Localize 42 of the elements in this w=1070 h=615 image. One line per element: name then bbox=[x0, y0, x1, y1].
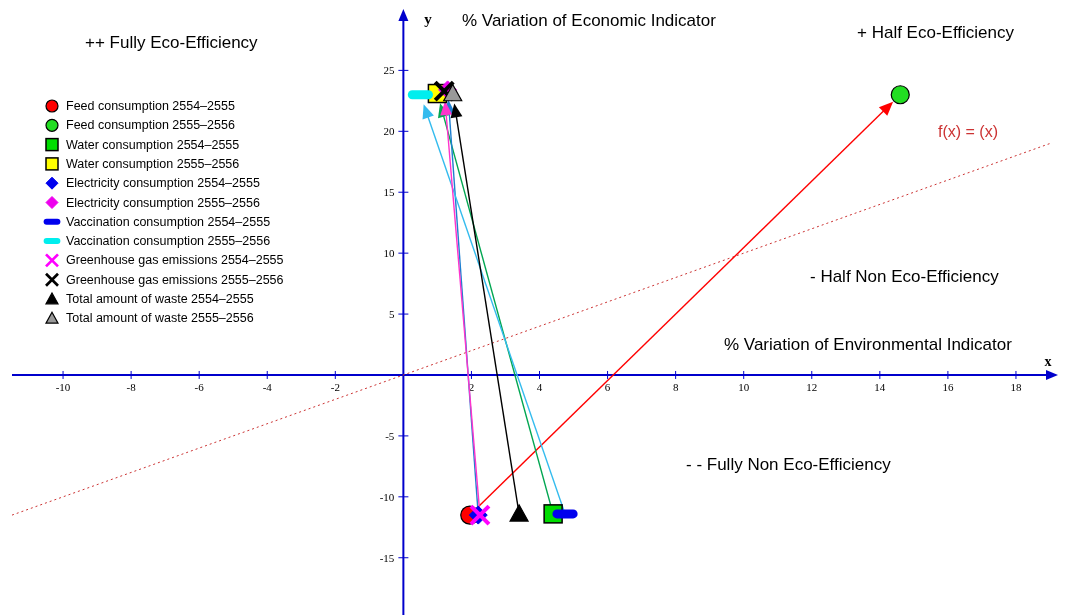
x-tick-label: 6 bbox=[604, 380, 611, 393]
x-tick-label: 18 bbox=[1010, 380, 1022, 393]
y-tick-label: 10 bbox=[383, 247, 395, 260]
legend-label: Electricity consumption 2554–2555 bbox=[66, 176, 260, 191]
legend-label: Greenhouse gas emissions 2554–2555 bbox=[66, 253, 284, 268]
x-tick-label: 14 bbox=[874, 380, 886, 393]
annotation: y bbox=[424, 11, 433, 27]
legend-label: Total amount of waste 2555–2556 bbox=[66, 311, 254, 326]
x-tick-label: -2 bbox=[330, 380, 340, 393]
x-tick-label: 4 bbox=[536, 380, 543, 393]
legend-label: Vaccination consumption 2555–2556 bbox=[66, 234, 271, 249]
annotation: x bbox=[1044, 354, 1052, 369]
x-tick-label: -4 bbox=[262, 380, 273, 393]
x-tick-label: -6 bbox=[194, 380, 205, 393]
x-axis-title: % Variation of Environmental Indicator bbox=[724, 335, 1013, 354]
y-tick-label: 5 bbox=[388, 308, 395, 321]
y-tick-label: -15 bbox=[379, 551, 395, 564]
x-tick-label: -10 bbox=[55, 380, 71, 393]
x-tick-label: 10 bbox=[738, 380, 750, 393]
y-tick-label: 20 bbox=[383, 125, 395, 138]
x-tick-label: 8 bbox=[672, 380, 679, 393]
legend-label: Greenhouse gas emissions 2555–2556 bbox=[66, 272, 284, 287]
annotation: + Half Eco-Efficiency bbox=[857, 23, 1015, 42]
legend-label: Feed consumption 2555–2556 bbox=[66, 118, 235, 133]
annotation: ++ Fully Eco-Efficiency bbox=[85, 33, 259, 52]
legend-label: Vaccination consumption 2554–2555 bbox=[66, 214, 271, 229]
legend-label: Total amount of waste 2554–2555 bbox=[66, 292, 254, 306]
legend-label: Feed consumption 2554–2555 bbox=[66, 99, 235, 113]
legend-label: Water consumption 2554–2555 bbox=[66, 137, 240, 152]
series-label: f(x) = (x) bbox=[938, 123, 998, 141]
annotation: - - Fully Non Eco-Efficiency bbox=[686, 455, 892, 474]
y-tick-label: -10 bbox=[379, 490, 395, 503]
y-tick-label: 25 bbox=[383, 64, 395, 77]
y-axis-title: % Variation of Economic Indicator bbox=[462, 11, 717, 30]
y-tick-label: 15 bbox=[383, 186, 395, 199]
x-tick-label: -8 bbox=[126, 380, 137, 393]
legend-label: Water consumption 2555–2556 bbox=[66, 156, 240, 171]
y-tick-label: -5 bbox=[385, 429, 395, 442]
annotation: - Half Non Eco-Efficiency bbox=[810, 267, 1000, 286]
x-tick-label: 16 bbox=[942, 380, 954, 393]
legend-label: Electricity consumption 2555–2556 bbox=[66, 195, 260, 210]
x-tick-label: 12 bbox=[806, 380, 818, 393]
